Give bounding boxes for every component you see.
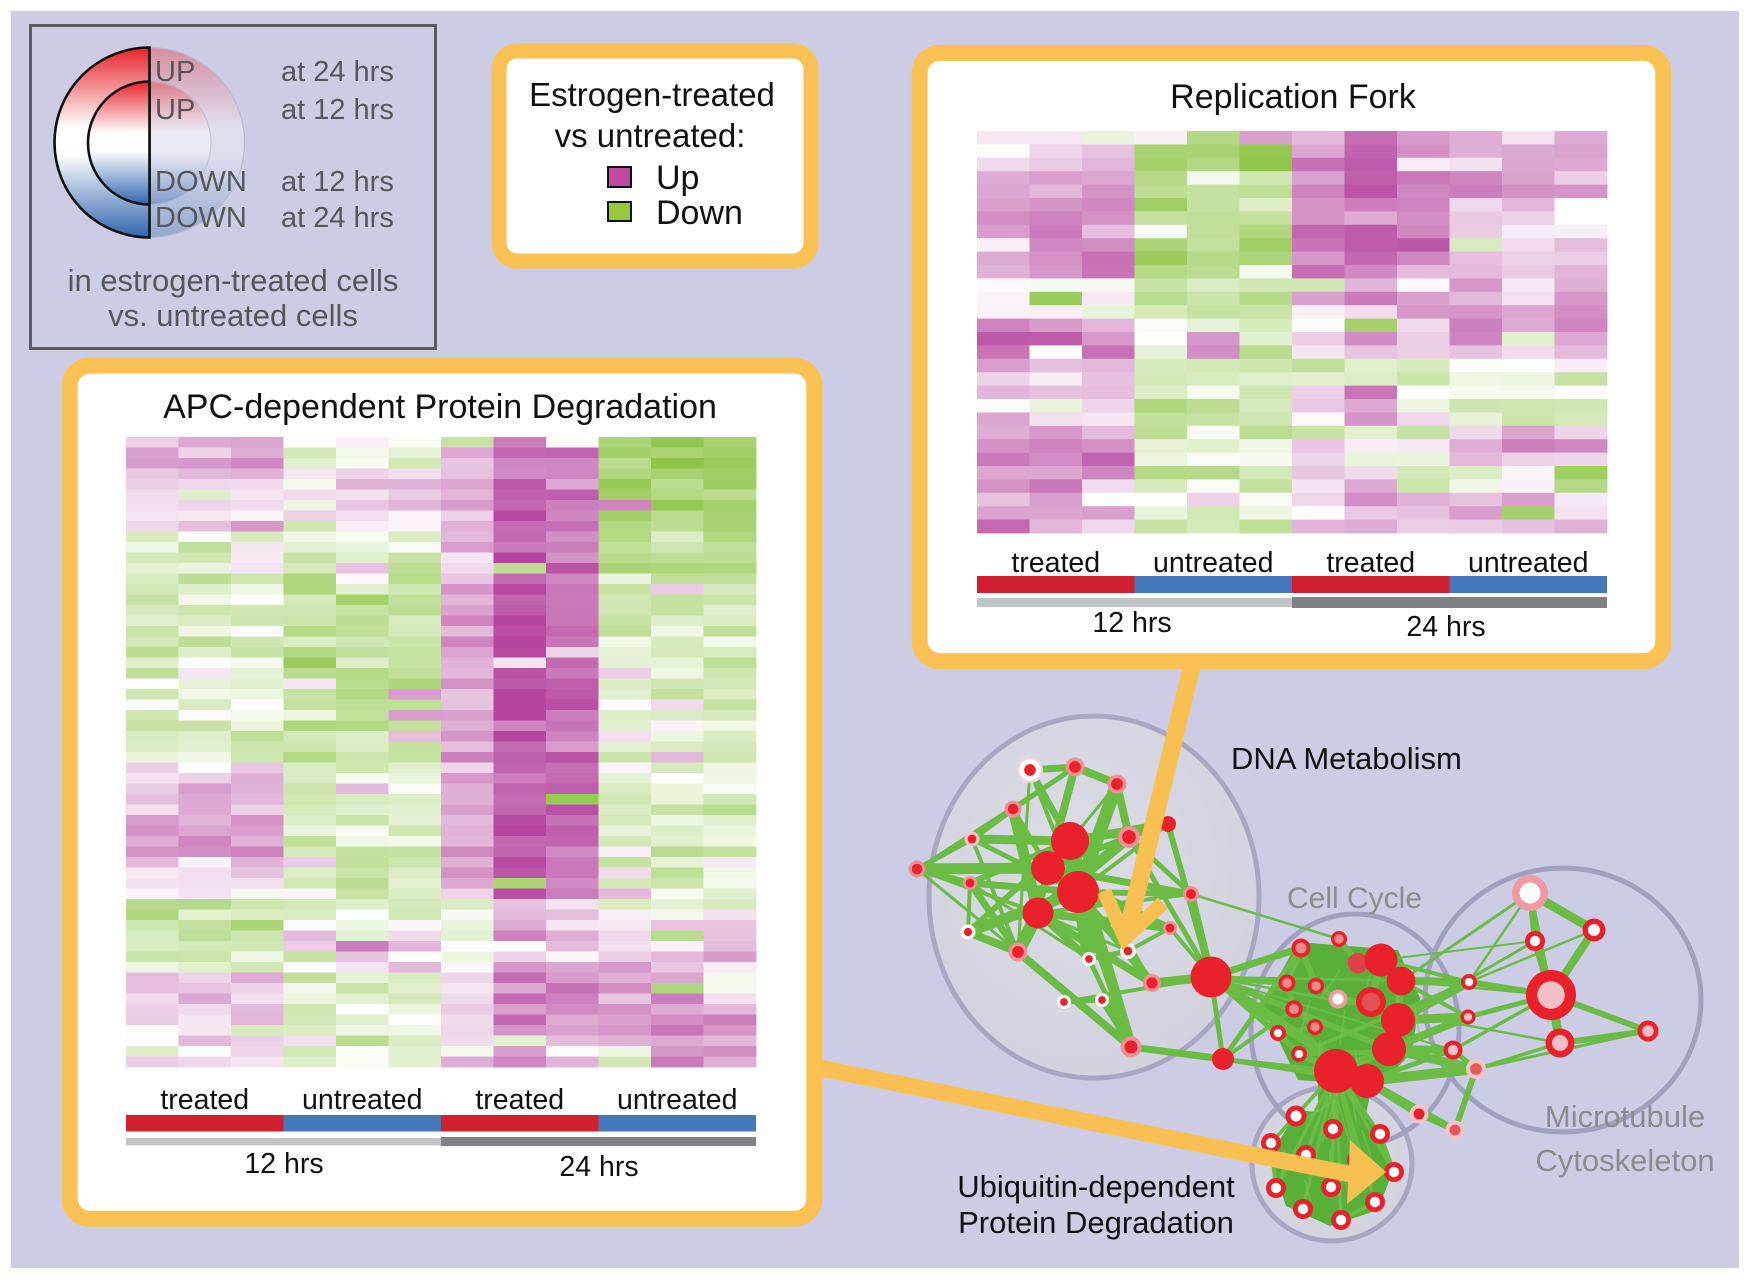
svg-text:UP: UP (155, 56, 195, 88)
svg-text:at 24 hrs: at 24 hrs (281, 202, 394, 234)
svg-text:at 12 hrs: at 12 hrs (281, 94, 394, 126)
svg-text:treated: treated (475, 1084, 564, 1116)
svg-text:Replication Fork: Replication Fork (1170, 78, 1417, 116)
svg-text:APC-dependent Protein Degradat: APC-dependent Protein Degradation (163, 388, 717, 426)
svg-text:Ubiquitin-dependent: Ubiquitin-dependent (957, 1169, 1235, 1204)
svg-text:Down: Down (656, 194, 743, 232)
svg-text:treated: treated (160, 1084, 249, 1116)
svg-text:untreated: untreated (1468, 547, 1588, 579)
svg-text:vs. untreated cells: vs. untreated cells (108, 298, 358, 333)
svg-text:Estrogen-treated: Estrogen-treated (529, 76, 775, 113)
svg-text:Up: Up (656, 159, 699, 197)
svg-text:Cell Cycle: Cell Cycle (1287, 882, 1422, 915)
svg-text:DOWN: DOWN (155, 202, 247, 234)
svg-text:Cytoskeleton: Cytoskeleton (1535, 1143, 1714, 1178)
svg-text:DNA Metabolism: DNA Metabolism (1231, 741, 1462, 776)
svg-text:in estrogen-treated cells: in estrogen-treated cells (68, 263, 399, 298)
svg-text:24 hrs: 24 hrs (559, 1151, 638, 1183)
svg-text:vs untreated:: vs untreated: (555, 117, 746, 154)
svg-text:12 hrs: 12 hrs (244, 1148, 323, 1180)
svg-text:24 hrs: 24 hrs (1406, 611, 1485, 643)
svg-text:treated: treated (1326, 547, 1415, 579)
svg-text:DOWN: DOWN (155, 166, 247, 198)
svg-text:Microtubule: Microtubule (1545, 1099, 1705, 1134)
svg-text:Protein Degradation: Protein Degradation (958, 1205, 1234, 1240)
svg-text:treated: treated (1011, 547, 1100, 579)
svg-text:untreated: untreated (1153, 547, 1273, 579)
svg-text:untreated: untreated (302, 1084, 422, 1116)
svg-text:at 24 hrs: at 24 hrs (281, 56, 394, 88)
svg-text:UP: UP (155, 94, 195, 126)
svg-text:at 12 hrs: at 12 hrs (281, 166, 394, 198)
svg-text:12 hrs: 12 hrs (1092, 607, 1171, 639)
svg-text:untreated: untreated (617, 1084, 737, 1116)
